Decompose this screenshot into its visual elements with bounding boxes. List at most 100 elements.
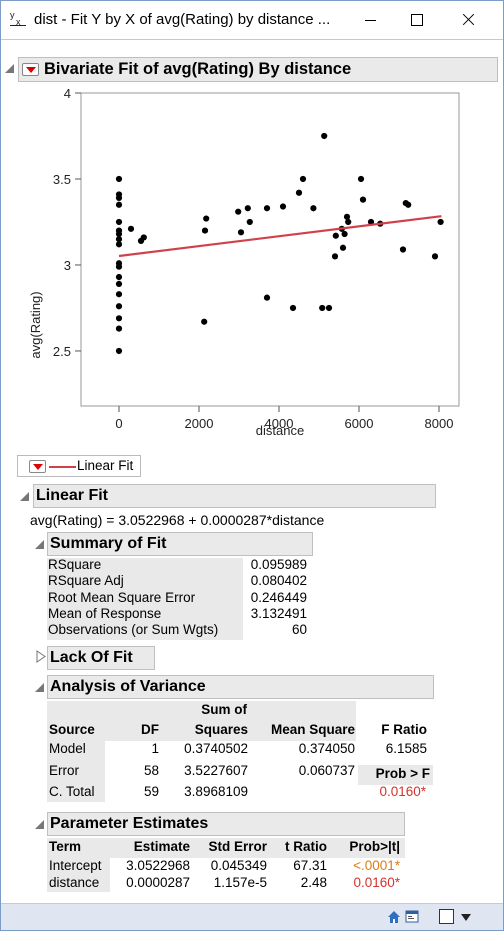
anova-ms: 0.374050 xyxy=(298,741,355,756)
param-estimate: 0.0000287 xyxy=(126,875,190,890)
param-term: Intercept xyxy=(49,858,102,873)
legend-line-swatch xyxy=(49,466,76,468)
data-point xyxy=(115,236,123,243)
scatter-plot[interactable]: 2.5 3 3.5 4 0 2000 4000 6000 8000 distance avg(… xyxy=(0,84,504,454)
collapse-icon[interactable] xyxy=(4,63,15,74)
legend-box[interactable]: Linear Fit xyxy=(17,455,141,477)
data-point xyxy=(341,230,348,238)
anova-col-ss-top: Sum of xyxy=(201,702,247,717)
anova-ss: 3.5227607 xyxy=(184,763,248,778)
lack-of-fit-expand-icon[interactable] xyxy=(36,650,47,663)
data-point xyxy=(115,291,123,298)
x-tick-label: 4000 xyxy=(265,416,294,431)
status-bar xyxy=(1,903,503,930)
data-point xyxy=(295,189,303,196)
summary-label: Root Mean Square Error xyxy=(48,589,196,605)
data-point xyxy=(115,194,123,202)
param-col-header: t Ratio xyxy=(285,839,327,854)
data-point xyxy=(310,205,317,212)
home-icon[interactable] xyxy=(387,910,401,924)
data-point xyxy=(339,244,347,251)
lack-of-fit-header[interactable]: Lack Of Fit xyxy=(47,646,155,670)
data-point xyxy=(235,208,242,215)
data-point xyxy=(319,304,326,312)
param-t-ratio: 2.48 xyxy=(300,875,327,890)
anova-header[interactable]: Analysis of Variance xyxy=(47,675,434,699)
parameter-estimates-header[interactable]: Parameter Estimates xyxy=(47,812,405,836)
data-point xyxy=(115,175,123,183)
data-point xyxy=(237,229,245,236)
anova-col-f: F Ratio xyxy=(381,722,427,737)
prob-f-label-bg xyxy=(358,765,433,785)
anova-header-bg xyxy=(47,701,356,741)
param-collapse-icon[interactable] xyxy=(34,819,45,830)
data-point xyxy=(299,175,307,183)
anova-collapse-icon[interactable] xyxy=(34,682,45,693)
param-std-error: 0.045349 xyxy=(210,858,267,873)
data-point xyxy=(279,203,287,210)
data-point xyxy=(405,201,412,208)
linear-fit-line xyxy=(118,215,442,258)
data-point xyxy=(431,253,439,260)
lack-of-fit-title: Lack Of Fit xyxy=(50,649,133,666)
anova-col-source: Source xyxy=(49,722,95,737)
data-point xyxy=(115,315,123,322)
data-point xyxy=(127,225,135,232)
anova-col-ms: Mean Square xyxy=(270,722,355,737)
legend-menu-icon[interactable] xyxy=(29,460,46,473)
data-point xyxy=(115,230,123,238)
x-axis-label: distance xyxy=(256,423,304,438)
anova-ss: 3.8968109 xyxy=(184,784,248,799)
x-tick-label: 2000 xyxy=(185,416,214,431)
y-tick-label: 4 xyxy=(64,86,71,101)
summary-label: Mean of Response xyxy=(48,605,162,621)
minimize-button[interactable] xyxy=(347,2,393,38)
data-point xyxy=(331,253,339,260)
fit-line-group xyxy=(118,215,442,258)
param-col-header: Prob>|t| xyxy=(349,839,400,854)
bivariate-header[interactable]: Bivariate Fit of avg(Rating) By distance xyxy=(18,57,498,82)
maximize-button[interactable] xyxy=(393,2,439,38)
summary-label-bg xyxy=(47,558,243,640)
summary-collapse-icon[interactable] xyxy=(34,539,45,550)
param-term-bg xyxy=(47,858,110,892)
param-col-header: Estimate xyxy=(133,839,190,854)
param-prob: <.0001* xyxy=(353,858,400,873)
dropdown-arrow-icon[interactable] xyxy=(461,914,471,921)
red-triangle-menu-icon[interactable] xyxy=(22,63,39,76)
linear-fit-collapse-icon[interactable] xyxy=(19,491,30,502)
linear-fit-header[interactable]: Linear Fit xyxy=(33,484,436,508)
parameter-estimates-title: Parameter Estimates xyxy=(50,815,209,832)
fit-equation: avg(Rating) = 3.0522968 + 0.0000287*dist… xyxy=(30,512,325,528)
anova-source: Model xyxy=(49,741,86,756)
summary-of-fit-header[interactable]: Summary of Fit xyxy=(47,532,313,556)
data-point xyxy=(345,218,352,226)
summary-value: 3.132491 xyxy=(250,605,307,621)
data-point xyxy=(201,227,209,234)
linear-fit-title: Linear Fit xyxy=(36,487,109,504)
param-std-error: 1.157e-5 xyxy=(213,875,267,890)
data-point xyxy=(321,132,328,140)
anova-f: 6.1585 xyxy=(385,741,427,756)
y-tick-label: 3.5 xyxy=(53,172,71,187)
anova-prob-value: 0.0160* xyxy=(379,784,426,799)
anova-ss: 0.3740502 xyxy=(184,741,248,756)
data-point xyxy=(115,241,123,248)
anova-col-ss: Squares xyxy=(194,722,248,737)
data-point xyxy=(115,218,123,226)
bivariate-title: Bivariate Fit of avg(Rating) By distance xyxy=(44,60,352,78)
data-point xyxy=(357,175,365,183)
data-point xyxy=(246,218,253,226)
summary-value: 0.095989 xyxy=(250,557,307,572)
y-axis: 2.5 3 3.5 4 xyxy=(53,86,81,359)
window-list-icon[interactable] xyxy=(405,910,420,924)
param-col-header: Std Error xyxy=(208,839,267,854)
selection-box-icon[interactable] xyxy=(439,909,454,924)
data-point xyxy=(115,280,123,287)
anova-df: 59 xyxy=(143,784,159,799)
summary-of-fit-title: Summary of Fit xyxy=(50,535,167,552)
close-button[interactable] xyxy=(447,2,493,38)
data-point xyxy=(115,273,123,281)
